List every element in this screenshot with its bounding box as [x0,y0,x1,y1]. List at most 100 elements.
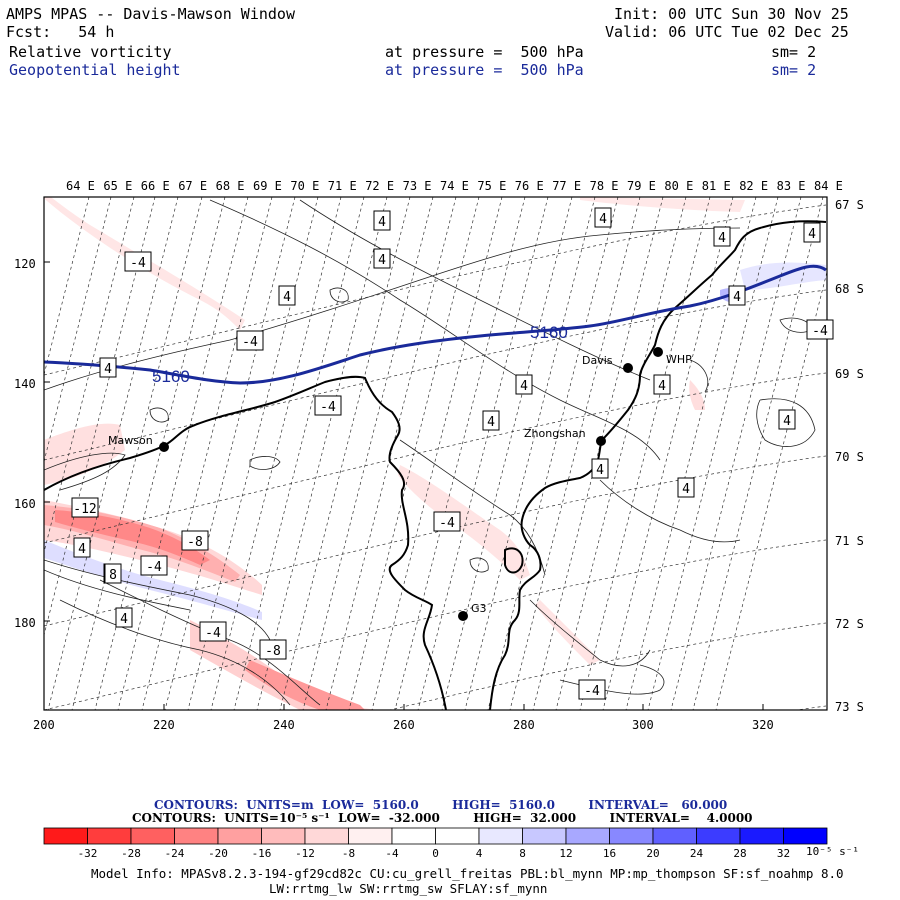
parallel-line [44,539,827,710]
colorbar-swatch [609,827,654,845]
station-marker-mawson [159,442,169,452]
vorticity-label: 4 [718,231,726,246]
vorticity-label-box [278,285,296,306]
meridian-line [579,197,711,710]
longitude-label: 69 E [253,179,282,193]
meridian-line [555,197,687,710]
longitude-label: 72 E [365,179,395,193]
axis-ticks [43,261,764,710]
vorticity-label: 4 [78,542,86,557]
plot-title: AMPS MPAS -- Davis-Mawson Window [6,5,295,23]
bottom-tick-label: 280 [513,718,535,732]
longitude-label: 83 E [776,179,806,193]
colorbar-swatch [652,827,697,845]
longitude-label: 74 E [440,179,469,193]
longitude-label: 82 E [739,179,769,193]
colorbar-swatch [174,827,219,845]
neg-vort-area [398,465,530,580]
colorbar-label: 28 [733,847,747,860]
colorbar-label: -20 [208,847,228,860]
colorbar-swatch [261,827,306,845]
vorticity-label: -4 [320,400,336,415]
colorbar-swatch [87,827,132,845]
vorticity-label: -8 [187,535,203,550]
meridian-line [348,197,480,710]
meridian-line [279,197,411,710]
vorticity-label-box [677,477,695,498]
vorticity-label-box [515,374,533,395]
vorticity-label: -4 [130,256,146,271]
colorbar-label: -28 [121,847,141,860]
meridian-line [302,197,434,710]
longitude-label: 79 E [627,179,656,193]
meridian-line [233,197,365,710]
meridian-line [417,197,549,710]
colorbar-label: 8 [519,847,526,860]
latlon-grid [44,197,827,710]
station-label-g3: G3 [471,602,487,615]
meridian-line [164,197,296,710]
latitude-label: 67 S [835,198,864,212]
neg-vort-area [55,510,210,565]
colorbar-swatch [130,827,175,845]
vorticity-label: -4 [146,560,162,575]
vorticity-label-box [259,639,287,660]
field2-level: at pressure = 500 hPa [385,61,584,79]
longitude-label: 71 E [327,179,357,193]
meridian-line [94,197,226,710]
station-marker-g3 [458,611,468,621]
meridian-line [44,197,156,637]
colorbar-swatch [391,827,436,845]
vorticity-label: 4 [378,215,386,230]
colorbar [43,827,828,845]
parallel-line [44,204,827,376]
neg-vort-area [580,197,745,212]
colorbar-swatch [522,827,567,845]
init-time: Init: 00 UTC Sun 30 Nov 25 [614,5,849,23]
colorbar-label: 32 [776,847,791,860]
vorticity-label-box [104,563,122,584]
vorticity-label: -4 [584,684,600,699]
vorticity-label-box [594,207,612,228]
colorbar-swatch [435,827,480,845]
bottom-tick-label: 300 [632,718,654,732]
longitude-label: 64 E [66,179,95,193]
bottom-tick-label: 240 [273,718,295,732]
longitude-label: 78 E [589,179,619,193]
meridian-line [532,197,664,710]
vorticity-label: -4 [439,516,455,531]
vorticity-label: 4 [733,290,741,305]
meridian-line [187,197,319,710]
meridian-line [44,197,135,554]
bottom-tick-label: 320 [752,718,774,732]
colorbar-swatch [783,827,828,845]
vorticity-label: 4 [520,379,528,394]
vorticity-label-box [124,251,152,272]
station-marker-davis [623,363,633,373]
meridian-line [71,197,203,710]
left-tick-label: 140 [14,377,36,391]
meridian-line [325,197,457,710]
field2-name: Geopotential height [9,61,181,79]
vorticity-label: -4 [812,324,828,339]
vorticity-label-box [778,409,796,430]
left-tick-label: 120 [14,257,36,271]
colorbar-label: -32 [77,847,98,860]
vorticity-label: -8 [265,644,281,659]
vorticity-label: -4 [205,626,221,641]
longitude-label: 66 E [140,179,170,193]
vorticity-label-box [181,530,209,551]
colorbar-label: 0 [432,847,439,860]
latitude-label: 69 S [835,367,864,381]
vorticity-labels: 44444444444444444-4-4-4-4-4-4-4-4-8-8-12… [71,207,834,700]
colorbar-label: 24 [689,847,704,860]
vorticity-label-box [73,537,91,558]
field1-smoothing: sm= 2 [771,43,817,61]
bottom-tick-label: 260 [393,718,415,732]
longitude-label: 77 E [552,179,582,193]
colorbar-label: 12 [559,847,573,860]
meridian-line [371,197,503,710]
colorbar-label: -8 [341,847,356,860]
meridian-line [44,197,112,463]
